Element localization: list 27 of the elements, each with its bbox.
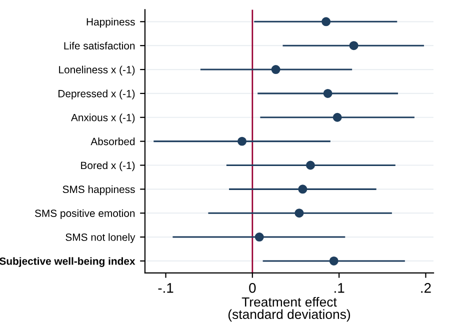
x-tick-label: -.1 <box>158 283 174 293</box>
y-tick-label: SMS not lonely <box>66 233 136 243</box>
point <box>271 65 280 74</box>
y-tick-label: SMS happiness <box>62 185 135 196</box>
point <box>329 256 338 266</box>
point <box>332 112 342 122</box>
x-axis-title: Treatment effect (standard deviations) <box>228 297 350 322</box>
y-tick-label: Subjective well-being index <box>0 257 136 267</box>
y-tick-label: Bored x (-1) <box>81 161 135 172</box>
point <box>322 17 331 26</box>
y-tick-label: Happiness <box>86 18 135 28</box>
point <box>323 88 332 98</box>
y-tick-label: SMS positive emotion <box>34 209 135 220</box>
y-tick-label: Life satisfaction <box>64 42 135 50</box>
point <box>254 232 264 242</box>
x-tick-label: .1 <box>334 283 344 293</box>
y-tick-label: Loneliness x (-1) <box>59 66 135 76</box>
x-tick-label: .2 <box>421 283 431 293</box>
point <box>349 41 358 50</box>
y-tick-label: Absorbed <box>90 138 135 146</box>
point <box>294 208 304 218</box>
y-tick-label: Depressed x (-1) <box>58 90 135 100</box>
y-tick-label: Anxious x (-1) <box>71 114 135 124</box>
point <box>298 184 308 194</box>
point <box>306 160 315 170</box>
point <box>238 136 247 146</box>
x-tick-label: 0 <box>249 283 256 293</box>
